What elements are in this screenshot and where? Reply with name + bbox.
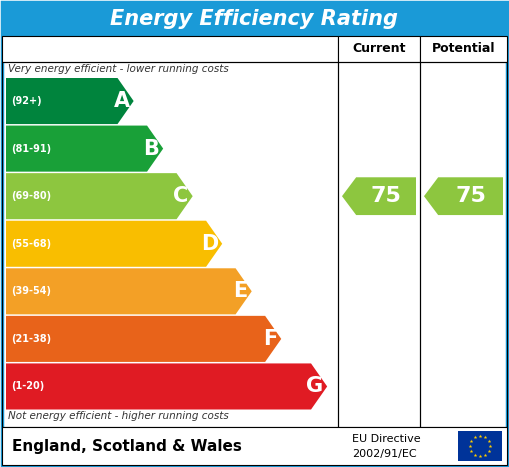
Bar xyxy=(2,36,338,62)
Text: EU Directive: EU Directive xyxy=(352,434,420,444)
Text: (81-91): (81-91) xyxy=(11,144,51,154)
Bar xyxy=(420,62,507,427)
Text: Not energy efficient - higher running costs: Not energy efficient - higher running co… xyxy=(8,411,229,421)
Text: F: F xyxy=(263,329,277,349)
Text: (69-80): (69-80) xyxy=(11,191,51,201)
Bar xyxy=(2,2,507,36)
Bar xyxy=(2,62,338,427)
Text: Potential: Potential xyxy=(432,42,495,56)
Text: (92+): (92+) xyxy=(11,96,42,106)
Bar xyxy=(338,62,420,427)
Bar xyxy=(338,36,420,62)
Polygon shape xyxy=(6,173,193,219)
Text: (1-20): (1-20) xyxy=(11,382,44,391)
Bar xyxy=(458,431,502,461)
Text: 75: 75 xyxy=(455,186,486,206)
Text: B: B xyxy=(144,139,159,159)
Text: Current: Current xyxy=(352,42,406,56)
Polygon shape xyxy=(6,316,281,362)
Text: E: E xyxy=(234,281,248,301)
Text: G: G xyxy=(306,376,323,396)
Polygon shape xyxy=(424,177,503,215)
Bar xyxy=(2,427,507,465)
Polygon shape xyxy=(6,363,327,410)
Text: C: C xyxy=(174,186,189,206)
Text: A: A xyxy=(114,91,130,111)
Polygon shape xyxy=(342,177,416,215)
Text: (55-68): (55-68) xyxy=(11,239,51,249)
Text: Energy Efficiency Rating: Energy Efficiency Rating xyxy=(110,9,399,29)
Text: (39-54): (39-54) xyxy=(11,286,51,297)
Text: 75: 75 xyxy=(371,186,402,206)
Polygon shape xyxy=(6,221,222,267)
Text: 2002/91/EC: 2002/91/EC xyxy=(352,449,417,460)
Bar xyxy=(420,36,507,62)
Polygon shape xyxy=(6,78,134,124)
Text: (21-38): (21-38) xyxy=(11,334,51,344)
Polygon shape xyxy=(6,126,163,172)
Text: Very energy efficient - lower running costs: Very energy efficient - lower running co… xyxy=(8,64,229,74)
Polygon shape xyxy=(6,268,252,314)
Text: England, Scotland & Wales: England, Scotland & Wales xyxy=(12,439,242,453)
Text: D: D xyxy=(201,234,218,254)
